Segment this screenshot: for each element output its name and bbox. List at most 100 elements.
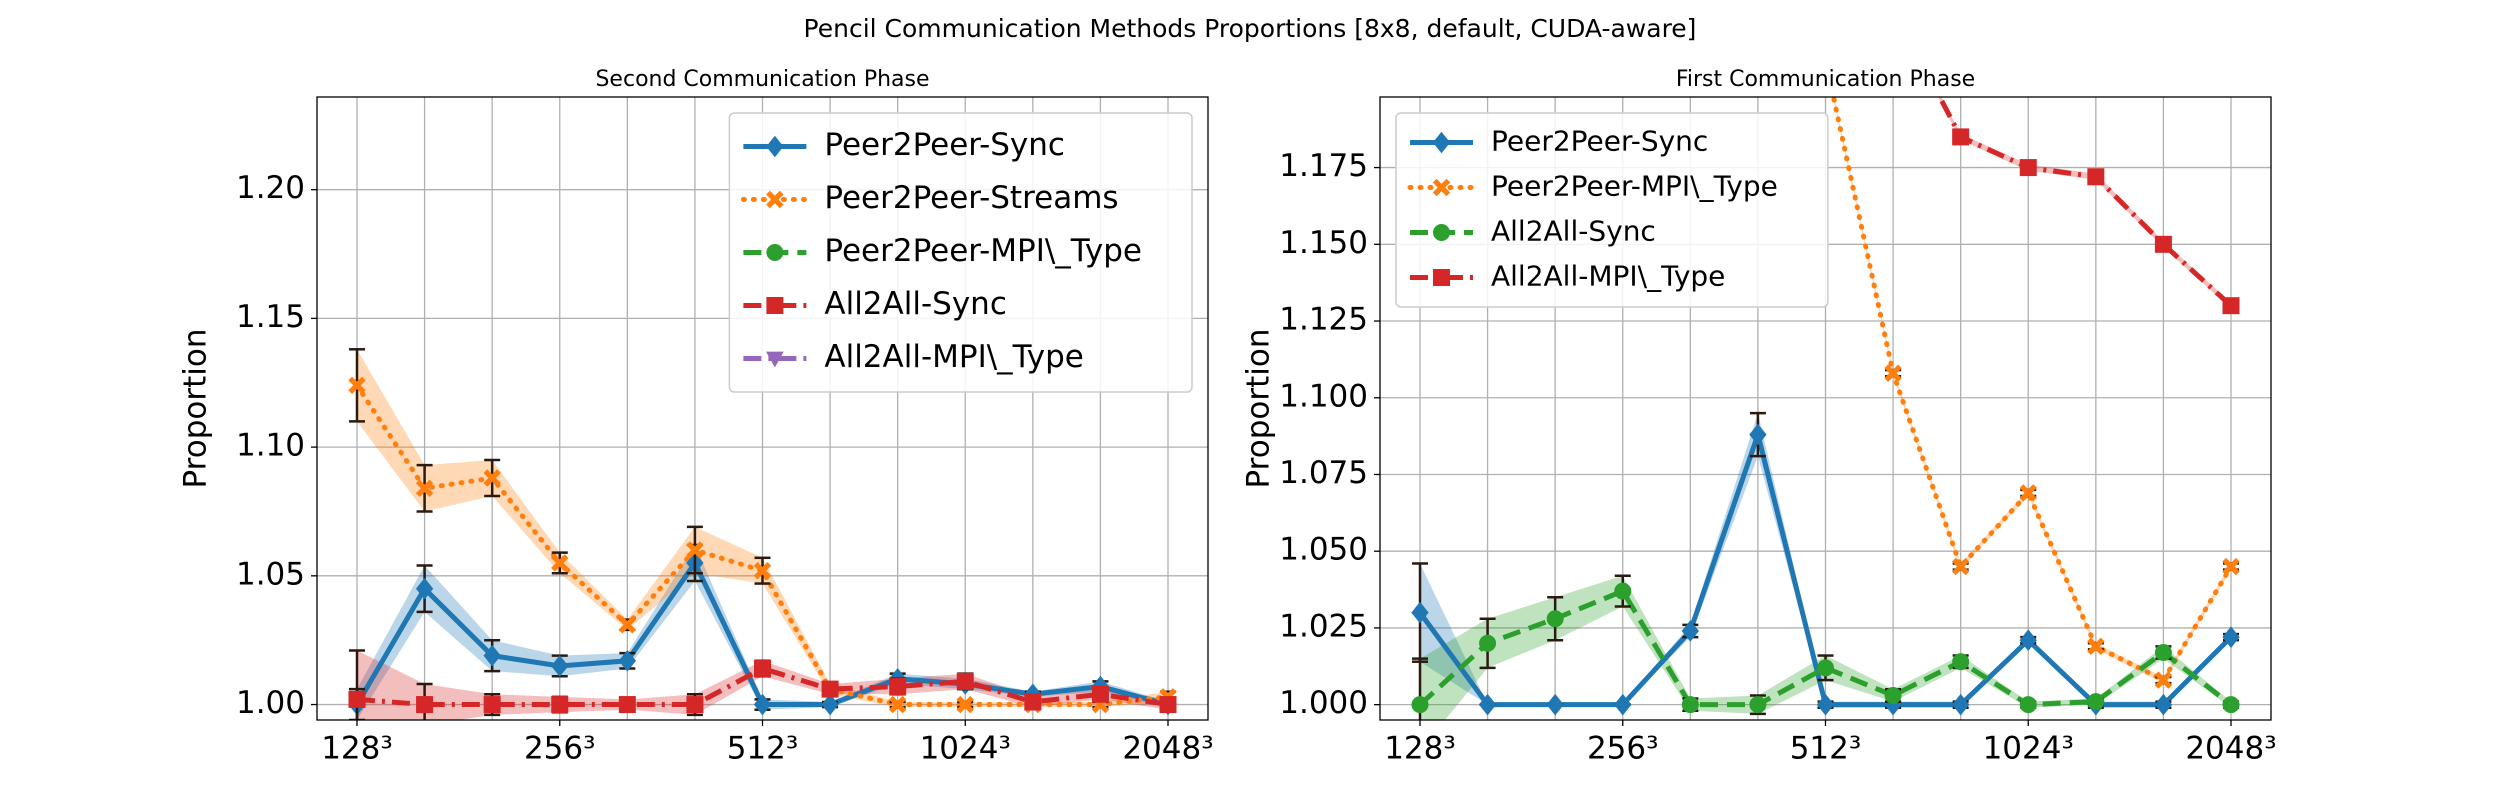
x-tick-label: 512³ [727, 731, 799, 767]
y-tick-label: 1.125 [1279, 302, 1368, 338]
legend-frame [728, 112, 1193, 393]
y-axis-label: Proportion [1241, 329, 1277, 489]
y-tick-label: 1.05 [236, 556, 305, 592]
marker [1091, 685, 1109, 703]
marker [2222, 696, 2240, 714]
marker [618, 649, 636, 672]
x-tick-label: 2048³ [2185, 731, 2276, 767]
subplot: Second Communication Phase Proportion 128³… [178, 67, 1214, 767]
marker [415, 577, 434, 600]
marker [1749, 696, 1767, 714]
legend-label: All2All-Sync [824, 286, 1007, 322]
marker [766, 351, 784, 368]
marker [956, 672, 974, 690]
marker [2019, 696, 2037, 714]
marker [2154, 235, 2172, 253]
marker [1749, 423, 1767, 446]
x-tick-label: 256³ [524, 731, 596, 767]
axes-frame [1379, 96, 2272, 721]
marker [2222, 297, 2240, 315]
marker [766, 244, 784, 261]
marker [416, 696, 434, 714]
y-tick-label: 1.025 [1279, 608, 1368, 644]
marker [1159, 696, 1177, 714]
marker [1411, 696, 1429, 714]
y-tick-label: 1.15 [236, 299, 305, 335]
marker [821, 693, 839, 716]
marker [1952, 128, 1970, 146]
marker [956, 695, 974, 714]
x-tick-label: 128³ [321, 731, 393, 767]
marker [1432, 131, 1451, 154]
marker [2154, 643, 2172, 661]
marker [1681, 620, 1699, 642]
marker [2019, 484, 2037, 502]
x-tick-label: 1024³ [1983, 731, 2074, 767]
legend: Peer2Peer-Sync Peer2Peer-Streams Peer2Peer… [728, 112, 1193, 393]
legend-label: Peer2Peer-Sync [1491, 125, 1708, 158]
marker [1024, 693, 1042, 711]
marker [686, 696, 704, 714]
marker [1951, 557, 1970, 576]
marker [766, 190, 784, 209]
marker [1546, 693, 1564, 716]
marker [415, 479, 434, 498]
marker [821, 680, 839, 698]
legend-label: All2All-MPI\_Type [824, 339, 1084, 375]
plot-area [348, 348, 1177, 720]
marker [348, 690, 366, 708]
legend-label: Peer2Peer-MPI\_Type [1491, 170, 1778, 203]
marker [753, 693, 772, 716]
marker [2087, 637, 2105, 656]
y-tick-label: 1.100 [1279, 378, 1368, 414]
marker [2154, 693, 2173, 716]
axes-frame [316, 96, 1209, 721]
marker [1681, 696, 1699, 714]
x-tick-label: 1024³ [920, 731, 1011, 767]
marker [1952, 693, 1970, 716]
marker [551, 554, 569, 572]
legend-label: All2All-MPI\_Type [1491, 260, 1725, 293]
marker [1433, 269, 1450, 286]
marker [618, 696, 636, 714]
marker [2087, 168, 2105, 186]
marker [2087, 693, 2105, 711]
legend-label: All2All-Sync [1491, 215, 1656, 248]
marker [1817, 659, 1834, 677]
y-tick-label: 1.10 [236, 428, 305, 464]
marker [766, 135, 784, 158]
marker [2222, 557, 2240, 576]
marker [1952, 653, 1970, 671]
x-tick-label: 512³ [1790, 731, 1862, 767]
marker [1479, 634, 1497, 652]
marker [1546, 610, 1564, 628]
y-tick-label: 1.20 [236, 170, 305, 206]
legend-frame [1395, 112, 1829, 308]
series-line [1936, 97, 2233, 308]
x-tick-label: 128³ [1384, 731, 1456, 767]
marker [686, 541, 704, 559]
plot-area [1411, 97, 2240, 720]
marker [1884, 364, 1902, 382]
marker [1432, 178, 1451, 197]
x-tick-label: 2048³ [1122, 731, 1213, 767]
marker [2019, 629, 2037, 652]
subplot: First Communication Phase Proportion 128³ 2… [1241, 67, 2277, 767]
marker [1816, 693, 1835, 716]
marker [483, 644, 501, 667]
marker [753, 561, 772, 580]
marker [551, 696, 569, 714]
legend: Peer2Peer-Sync Peer2Peer-MPI\_Type All2All… [1395, 112, 1829, 308]
marker [551, 655, 569, 677]
marker [348, 376, 366, 395]
y-tick-label: 1.150 [1279, 225, 1368, 261]
marker [483, 696, 501, 714]
marker [1614, 693, 1632, 716]
marker [754, 660, 771, 678]
marker [1884, 686, 1902, 704]
marker [1433, 224, 1450, 241]
legend-label: Peer2Peer-Streams [824, 180, 1118, 216]
y-axis-label: Proportion [178, 329, 214, 489]
